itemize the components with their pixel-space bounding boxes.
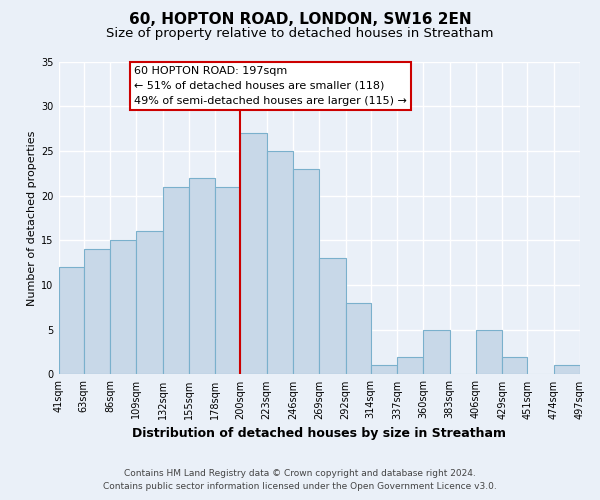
Bar	[319, 258, 346, 374]
Bar	[502, 356, 527, 374]
Text: 60 HOPTON ROAD: 197sqm
← 51% of detached houses are smaller (118)
49% of semi-de: 60 HOPTON ROAD: 197sqm ← 51% of detached…	[134, 66, 407, 106]
Y-axis label: Number of detached properties: Number of detached properties	[27, 130, 37, 306]
Bar	[110, 240, 136, 374]
Bar	[59, 267, 83, 374]
Bar	[83, 250, 110, 374]
Bar	[136, 232, 163, 374]
Text: Contains HM Land Registry data © Crown copyright and database right 2024.
Contai: Contains HM Land Registry data © Crown c…	[103, 470, 497, 491]
Bar	[163, 186, 189, 374]
Bar	[293, 169, 319, 374]
Bar	[215, 186, 241, 374]
Bar	[371, 366, 397, 374]
Bar	[476, 330, 502, 374]
Bar	[346, 303, 371, 374]
Text: Size of property relative to detached houses in Streatham: Size of property relative to detached ho…	[106, 28, 494, 40]
Text: 60, HOPTON ROAD, LONDON, SW16 2EN: 60, HOPTON ROAD, LONDON, SW16 2EN	[128, 12, 472, 28]
Bar	[266, 151, 293, 374]
Bar	[189, 178, 215, 374]
Bar	[241, 133, 266, 374]
Bar	[424, 330, 449, 374]
X-axis label: Distribution of detached houses by size in Streatham: Distribution of detached houses by size …	[132, 427, 506, 440]
Bar	[397, 356, 424, 374]
Bar	[554, 366, 580, 374]
